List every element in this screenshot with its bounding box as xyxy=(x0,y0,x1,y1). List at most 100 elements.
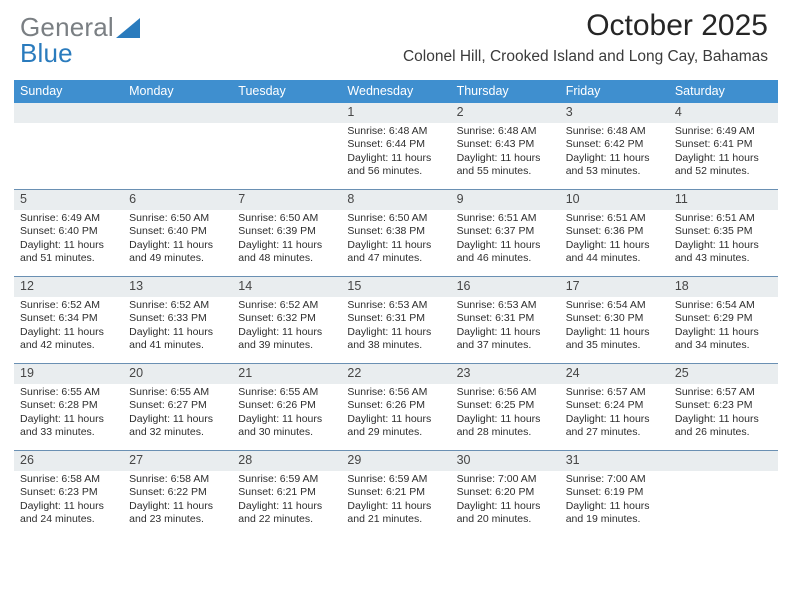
calendar-day-cell: 18Sunrise: 6:54 AM Sunset: 6:29 PM Dayli… xyxy=(669,277,778,364)
day-details xyxy=(123,123,232,189)
title-block: October 2025 Colonel Hill, Crooked Islan… xyxy=(403,10,768,66)
day-details: Sunrise: 6:48 AM Sunset: 6:44 PM Dayligh… xyxy=(341,123,450,187)
calendar-day-cell: 2Sunrise: 6:48 AM Sunset: 6:43 PM Daylig… xyxy=(451,103,560,190)
day-number: 8 xyxy=(341,190,450,210)
calendar-day-cell: 13Sunrise: 6:52 AM Sunset: 6:33 PM Dayli… xyxy=(123,277,232,364)
day-number: 11 xyxy=(669,190,778,210)
day-details: Sunrise: 6:58 AM Sunset: 6:23 PM Dayligh… xyxy=(14,471,123,535)
col-tuesday: Tuesday xyxy=(232,80,341,103)
calendar-day-cell: 27Sunrise: 6:58 AM Sunset: 6:22 PM Dayli… xyxy=(123,451,232,538)
day-number: 1 xyxy=(341,103,450,123)
day-number: 2 xyxy=(451,103,560,123)
day-details: Sunrise: 6:59 AM Sunset: 6:21 PM Dayligh… xyxy=(341,471,450,535)
calendar-day-cell xyxy=(14,103,123,190)
day-details: Sunrise: 6:48 AM Sunset: 6:42 PM Dayligh… xyxy=(560,123,669,187)
day-number xyxy=(14,103,123,123)
day-number: 7 xyxy=(232,190,341,210)
calendar-day-cell: 10Sunrise: 6:51 AM Sunset: 6:36 PM Dayli… xyxy=(560,190,669,277)
calendar-week-row: 5Sunrise: 6:49 AM Sunset: 6:40 PM Daylig… xyxy=(14,190,778,277)
day-details: Sunrise: 6:57 AM Sunset: 6:23 PM Dayligh… xyxy=(669,384,778,448)
calendar-day-cell: 25Sunrise: 6:57 AM Sunset: 6:23 PM Dayli… xyxy=(669,364,778,451)
day-number: 16 xyxy=(451,277,560,297)
day-details: Sunrise: 6:59 AM Sunset: 6:21 PM Dayligh… xyxy=(232,471,341,535)
day-details xyxy=(232,123,341,189)
day-number: 15 xyxy=(341,277,450,297)
calendar-day-cell: 3Sunrise: 6:48 AM Sunset: 6:42 PM Daylig… xyxy=(560,103,669,190)
day-details: Sunrise: 6:49 AM Sunset: 6:41 PM Dayligh… xyxy=(669,123,778,187)
day-details: Sunrise: 6:57 AM Sunset: 6:24 PM Dayligh… xyxy=(560,384,669,448)
day-number: 21 xyxy=(232,364,341,384)
day-number: 27 xyxy=(123,451,232,471)
day-number: 24 xyxy=(560,364,669,384)
calendar-day-cell: 5Sunrise: 6:49 AM Sunset: 6:40 PM Daylig… xyxy=(14,190,123,277)
brand-logo-text: General Blue xyxy=(20,14,114,66)
calendar-day-cell xyxy=(123,103,232,190)
day-details: Sunrise: 6:53 AM Sunset: 6:31 PM Dayligh… xyxy=(341,297,450,361)
calendar: Sunday Monday Tuesday Wednesday Thursday… xyxy=(14,80,778,537)
day-details: Sunrise: 6:58 AM Sunset: 6:22 PM Dayligh… xyxy=(123,471,232,535)
day-details: Sunrise: 6:54 AM Sunset: 6:29 PM Dayligh… xyxy=(669,297,778,361)
day-number: 13 xyxy=(123,277,232,297)
col-monday: Monday xyxy=(123,80,232,103)
calendar-day-cell: 9Sunrise: 6:51 AM Sunset: 6:37 PM Daylig… xyxy=(451,190,560,277)
day-number: 9 xyxy=(451,190,560,210)
day-number xyxy=(123,103,232,123)
day-number: 19 xyxy=(14,364,123,384)
day-number: 14 xyxy=(232,277,341,297)
weekday-header-row: Sunday Monday Tuesday Wednesday Thursday… xyxy=(14,80,778,103)
calendar-day-cell: 30Sunrise: 7:00 AM Sunset: 6:20 PM Dayli… xyxy=(451,451,560,538)
calendar-day-cell: 15Sunrise: 6:53 AM Sunset: 6:31 PM Dayli… xyxy=(341,277,450,364)
day-details: Sunrise: 6:51 AM Sunset: 6:36 PM Dayligh… xyxy=(560,210,669,274)
day-number: 20 xyxy=(123,364,232,384)
calendar-week-row: 1Sunrise: 6:48 AM Sunset: 6:44 PM Daylig… xyxy=(14,103,778,190)
calendar-day-cell: 29Sunrise: 6:59 AM Sunset: 6:21 PM Dayli… xyxy=(341,451,450,538)
day-number: 22 xyxy=(341,364,450,384)
day-details: Sunrise: 6:48 AM Sunset: 6:43 PM Dayligh… xyxy=(451,123,560,187)
day-number: 5 xyxy=(14,190,123,210)
col-sunday: Sunday xyxy=(14,80,123,103)
calendar-day-cell: 16Sunrise: 6:53 AM Sunset: 6:31 PM Dayli… xyxy=(451,277,560,364)
calendar-day-cell: 12Sunrise: 6:52 AM Sunset: 6:34 PM Dayli… xyxy=(14,277,123,364)
col-thursday: Thursday xyxy=(451,80,560,103)
calendar-day-cell: 28Sunrise: 6:59 AM Sunset: 6:21 PM Dayli… xyxy=(232,451,341,538)
calendar-day-cell: 22Sunrise: 6:56 AM Sunset: 6:26 PM Dayli… xyxy=(341,364,450,451)
day-number: 31 xyxy=(560,451,669,471)
calendar-day-cell: 1Sunrise: 6:48 AM Sunset: 6:44 PM Daylig… xyxy=(341,103,450,190)
day-details: Sunrise: 6:55 AM Sunset: 6:26 PM Dayligh… xyxy=(232,384,341,448)
day-number: 17 xyxy=(560,277,669,297)
calendar-day-cell: 21Sunrise: 6:55 AM Sunset: 6:26 PM Dayli… xyxy=(232,364,341,451)
day-number: 29 xyxy=(341,451,450,471)
calendar-day-cell xyxy=(669,451,778,538)
day-details: Sunrise: 6:49 AM Sunset: 6:40 PM Dayligh… xyxy=(14,210,123,274)
calendar-week-row: 12Sunrise: 6:52 AM Sunset: 6:34 PM Dayli… xyxy=(14,277,778,364)
day-details: Sunrise: 6:50 AM Sunset: 6:38 PM Dayligh… xyxy=(341,210,450,274)
calendar-day-cell: 17Sunrise: 6:54 AM Sunset: 6:30 PM Dayli… xyxy=(560,277,669,364)
day-number: 4 xyxy=(669,103,778,123)
day-details: Sunrise: 6:55 AM Sunset: 6:28 PM Dayligh… xyxy=(14,384,123,448)
calendar-week-row: 19Sunrise: 6:55 AM Sunset: 6:28 PM Dayli… xyxy=(14,364,778,451)
calendar-day-cell: 7Sunrise: 6:50 AM Sunset: 6:39 PM Daylig… xyxy=(232,190,341,277)
calendar-week-row: 26Sunrise: 6:58 AM Sunset: 6:23 PM Dayli… xyxy=(14,451,778,538)
day-details: Sunrise: 6:53 AM Sunset: 6:31 PM Dayligh… xyxy=(451,297,560,361)
calendar-day-cell: 20Sunrise: 6:55 AM Sunset: 6:27 PM Dayli… xyxy=(123,364,232,451)
day-details: Sunrise: 6:52 AM Sunset: 6:34 PM Dayligh… xyxy=(14,297,123,361)
day-number: 23 xyxy=(451,364,560,384)
day-details: Sunrise: 6:55 AM Sunset: 6:27 PM Dayligh… xyxy=(123,384,232,448)
col-friday: Friday xyxy=(560,80,669,103)
calendar-day-cell: 14Sunrise: 6:52 AM Sunset: 6:32 PM Dayli… xyxy=(232,277,341,364)
logo-word-2: Blue xyxy=(20,38,73,68)
calendar-day-cell: 4Sunrise: 6:49 AM Sunset: 6:41 PM Daylig… xyxy=(669,103,778,190)
page-subtitle: Colonel Hill, Crooked Island and Long Ca… xyxy=(403,48,768,66)
day-details: Sunrise: 6:52 AM Sunset: 6:32 PM Dayligh… xyxy=(232,297,341,361)
brand-logo: General Blue xyxy=(20,14,142,66)
day-details: Sunrise: 7:00 AM Sunset: 6:19 PM Dayligh… xyxy=(560,471,669,535)
calendar-day-cell: 8Sunrise: 6:50 AM Sunset: 6:38 PM Daylig… xyxy=(341,190,450,277)
day-number: 30 xyxy=(451,451,560,471)
day-details: Sunrise: 6:51 AM Sunset: 6:37 PM Dayligh… xyxy=(451,210,560,274)
calendar-day-cell: 6Sunrise: 6:50 AM Sunset: 6:40 PM Daylig… xyxy=(123,190,232,277)
page-title: October 2025 xyxy=(403,10,768,42)
day-number xyxy=(669,451,778,471)
calendar-table: Sunday Monday Tuesday Wednesday Thursday… xyxy=(14,80,778,537)
day-number: 26 xyxy=(14,451,123,471)
day-details xyxy=(14,123,123,189)
